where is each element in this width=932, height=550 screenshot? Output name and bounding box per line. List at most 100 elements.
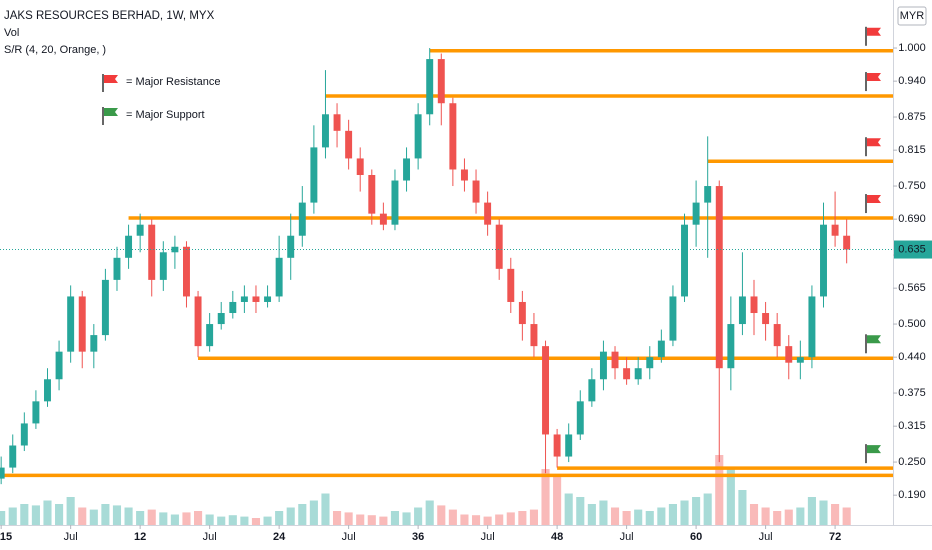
x-tick-label: 36 bbox=[412, 531, 424, 543]
candle-body bbox=[843, 235, 851, 250]
candle-body bbox=[55, 351, 63, 380]
candle-body bbox=[426, 59, 434, 115]
indicator-label: S/R (4, 20, Orange, ) bbox=[4, 44, 106, 56]
candle-body bbox=[148, 224, 156, 280]
y-tick-label: 0.375 bbox=[898, 387, 926, 399]
volume-bar bbox=[622, 511, 631, 525]
volume-bar bbox=[668, 504, 677, 525]
volume-bar bbox=[31, 505, 40, 525]
x-tick-label: 72 bbox=[829, 531, 841, 543]
candle-body bbox=[44, 379, 51, 402]
axis-layer: 1.0000.9400.8750.8150.7500.6900.6250.565… bbox=[0, 42, 932, 543]
candle-body bbox=[379, 213, 387, 225]
volume-bar bbox=[437, 505, 446, 525]
volume-bar bbox=[471, 515, 481, 525]
candle-body bbox=[287, 235, 295, 258]
volume-bar bbox=[298, 504, 307, 525]
volume-bar bbox=[286, 507, 295, 525]
volume-bar bbox=[425, 500, 434, 525]
volume-bar bbox=[112, 505, 122, 525]
volume-bar bbox=[587, 504, 596, 525]
volume-bar bbox=[529, 509, 539, 525]
candle-body bbox=[704, 186, 712, 203]
candle-body bbox=[356, 158, 364, 175]
candle-body bbox=[333, 114, 341, 131]
candle-body bbox=[136, 224, 144, 236]
candle-body bbox=[264, 296, 272, 302]
candle-body bbox=[692, 202, 700, 225]
volume-bar bbox=[356, 514, 365, 525]
volume-bar bbox=[819, 500, 828, 525]
volume-bar bbox=[761, 507, 770, 525]
candle-body bbox=[345, 130, 353, 159]
legend: = Major Resistance = Major Support bbox=[102, 74, 220, 125]
candle-body bbox=[831, 224, 839, 236]
candle-body bbox=[113, 257, 121, 280]
x-tick-label: 48 bbox=[551, 531, 563, 543]
last-price-label: 0.635 bbox=[898, 243, 926, 255]
candle-body bbox=[67, 296, 75, 352]
y-tick-label: 0.500 bbox=[898, 318, 926, 330]
volume-bar bbox=[807, 497, 816, 525]
volume-bar bbox=[726, 469, 735, 525]
volume-bar bbox=[344, 512, 353, 525]
candle-body bbox=[321, 114, 329, 148]
candle-body bbox=[542, 346, 550, 435]
candle-body bbox=[808, 296, 816, 358]
volume-bar bbox=[78, 507, 87, 525]
volume-bar bbox=[448, 509, 457, 525]
x-tick-label: 24 bbox=[273, 531, 286, 543]
volume-bar bbox=[414, 507, 423, 525]
volume-bar bbox=[402, 512, 411, 525]
volume-layer bbox=[0, 455, 851, 525]
legend-text: = Major Support bbox=[126, 109, 205, 121]
candle-body bbox=[240, 296, 248, 302]
candle-body bbox=[229, 301, 237, 314]
y-tick-label: 0.190 bbox=[898, 489, 926, 501]
volume-bar bbox=[518, 511, 527, 525]
candle-body bbox=[588, 379, 596, 402]
volume-bar bbox=[217, 516, 226, 525]
candle-body bbox=[414, 114, 422, 159]
volume-bar bbox=[309, 500, 318, 525]
volume-bar bbox=[564, 493, 573, 525]
volume-bar bbox=[170, 514, 179, 525]
x-tick-label: Jul bbox=[481, 531, 495, 543]
volume-bar bbox=[43, 500, 52, 525]
candle-body bbox=[646, 357, 654, 369]
currency-box[interactable] bbox=[897, 6, 927, 26]
volume-bar bbox=[0, 511, 6, 525]
volume-bar bbox=[634, 509, 643, 525]
x-tick-label: 12 bbox=[134, 531, 146, 543]
volume-bar bbox=[796, 507, 805, 525]
candle-body bbox=[183, 246, 190, 297]
candle-body bbox=[0, 467, 5, 479]
volume-bar bbox=[773, 511, 782, 525]
candle-body bbox=[681, 224, 688, 297]
candle-body bbox=[820, 224, 827, 297]
currency: MYR bbox=[900, 10, 925, 22]
volume-bar bbox=[541, 469, 550, 525]
volume-bar bbox=[483, 516, 492, 525]
candle-body bbox=[657, 340, 665, 358]
candle-body bbox=[217, 313, 225, 325]
volume-bar bbox=[205, 514, 214, 525]
y-tick-label: 0.690 bbox=[898, 213, 926, 225]
candle-body bbox=[507, 268, 515, 302]
y-tick-label: 0.315 bbox=[898, 420, 926, 432]
legend-flag bbox=[104, 108, 118, 116]
candles-layer bbox=[0, 48, 851, 485]
volume-bar bbox=[147, 509, 156, 525]
volume-bar bbox=[332, 511, 342, 525]
volume-bar bbox=[228, 515, 237, 525]
candle-body bbox=[553, 434, 561, 457]
candle-body bbox=[576, 401, 584, 435]
candle-body bbox=[78, 296, 86, 352]
volume-bar bbox=[251, 518, 261, 525]
volume-bar bbox=[194, 511, 203, 525]
candle-body bbox=[298, 202, 306, 236]
candle-body bbox=[391, 180, 399, 225]
volume-bar bbox=[460, 514, 469, 525]
